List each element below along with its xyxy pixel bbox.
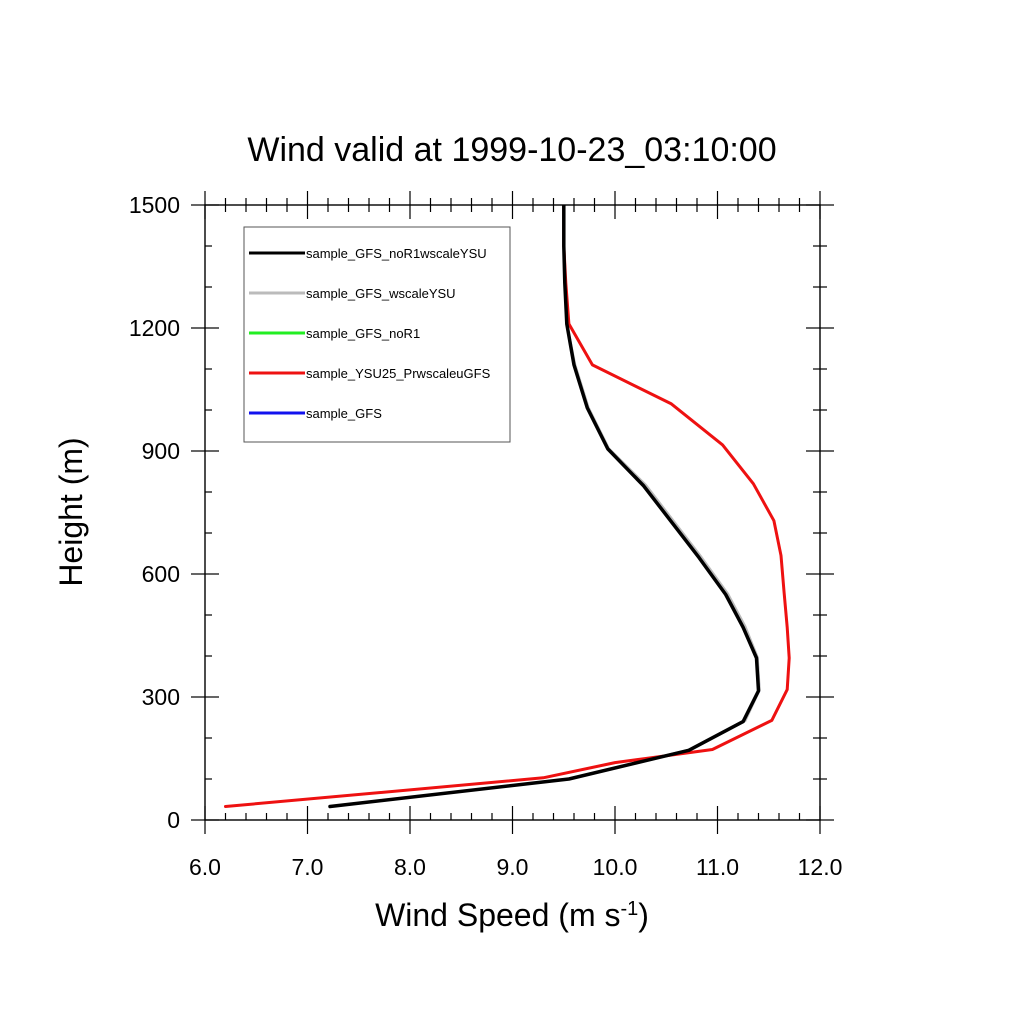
y-tick-label: 300 xyxy=(142,684,180,710)
legend-label: sample_GFS_wscaleYSU xyxy=(306,286,456,301)
x-tick-label: 11.0 xyxy=(696,854,739,880)
y-tick-label: 1200 xyxy=(129,315,180,341)
x-tick-label: 12.0 xyxy=(798,854,843,880)
y-axis-title: Height (m) xyxy=(53,437,89,586)
legend-label: sample_GFS_noR1 xyxy=(306,326,420,341)
y-tick-label: 0 xyxy=(167,807,180,833)
legend: sample_GFS_noR1wscaleYSU sample_GFS_wscal… xyxy=(243,226,511,443)
x-tick-label: 8.0 xyxy=(394,854,426,880)
legend-label: sample_GFS_noR1wscaleYSU xyxy=(306,246,487,261)
legend-label: sample_GFS xyxy=(306,406,382,421)
plot-frame xyxy=(204,204,821,821)
x-tick-label: 9.0 xyxy=(497,854,529,880)
axis-tick-labels: 6.0 7.0 8.0 9.0 10.0 11.0 12.0 0 300 600 900 1200 15… xyxy=(129,192,843,880)
chart-title: Wind valid at 1999-10-23_03:10:00 xyxy=(247,131,776,169)
x-tick-label: 10.0 xyxy=(593,854,638,880)
x-tick-label: 6.0 xyxy=(189,854,221,880)
y-tick-label: 1500 xyxy=(129,192,180,218)
y-tick-label: 600 xyxy=(142,561,180,587)
legend-label: sample_YSU25_PrwscaleuGFS xyxy=(306,366,491,381)
series-line xyxy=(328,205,761,809)
series-lines xyxy=(224,205,791,809)
axis-ticks xyxy=(191,191,834,834)
x-tick-label: 7.0 xyxy=(292,854,324,880)
y-tick-label: 900 xyxy=(142,438,180,464)
x-axis-title: Wind Speed (m s-1) xyxy=(375,897,649,933)
